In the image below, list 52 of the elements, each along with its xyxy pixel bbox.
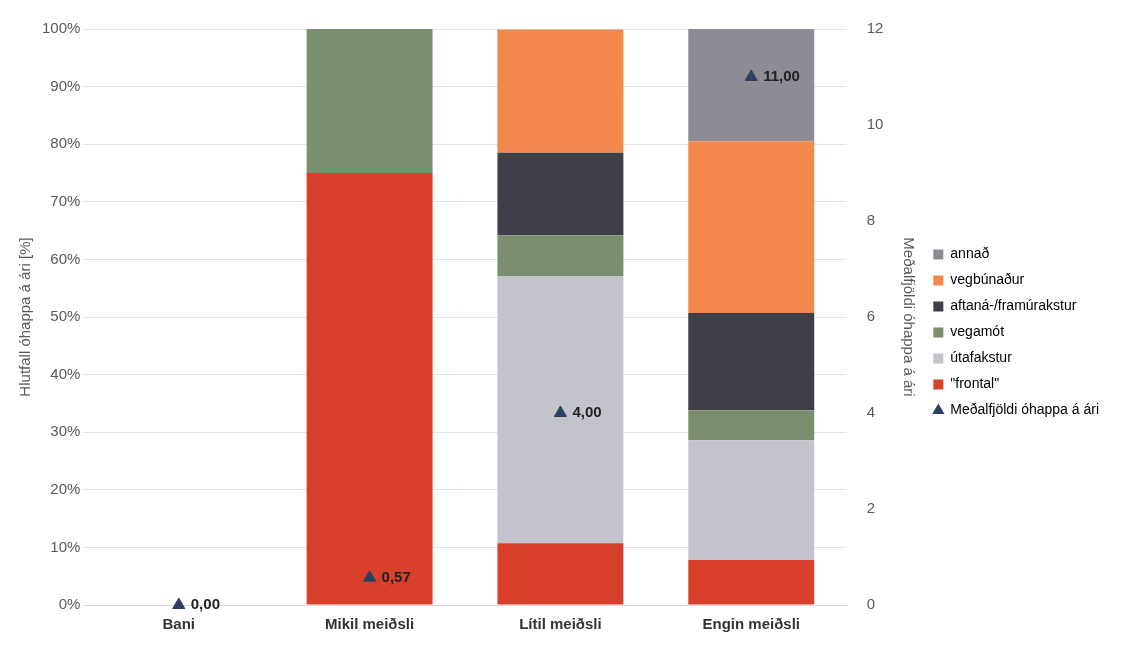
bar [497, 29, 624, 153]
bar [688, 312, 815, 411]
legend-label: aftaná-/framúrakstur [950, 297, 1077, 314]
y-tick-label: 20% [50, 479, 81, 497]
x-tick-label: Lítil meiðsli [519, 615, 602, 633]
bar [306, 29, 433, 173]
legend-label: útafakstur [950, 349, 1013, 366]
y-tick-label: 60% [50, 249, 81, 267]
y-axis-title: Hlutfall óhappa á ári [%] [16, 237, 34, 397]
legend-label: vegamót [950, 323, 1005, 340]
point [744, 69, 758, 81]
bar [306, 173, 433, 605]
y-tick-label: 100% [41, 19, 81, 37]
bar [497, 543, 624, 605]
y2-tick-label: 6 [866, 307, 875, 325]
y-tick-label: 40% [50, 364, 81, 382]
y2-tick-label: 2 [866, 499, 875, 517]
y-tick-label: 0% [58, 595, 81, 613]
legend-label: vegbúnaður [950, 271, 1025, 288]
y-tick-label: 10% [50, 537, 81, 555]
point [172, 597, 186, 609]
y2-tick-label: 10 [866, 115, 884, 133]
point [363, 570, 377, 582]
legend-label: Meðalfjöldi óhappa á ári [950, 401, 1099, 418]
bar [497, 235, 624, 277]
bar [688, 141, 815, 313]
data-label: 11,00 [763, 67, 800, 85]
data-label: 0,00 [190, 595, 220, 613]
y2-tick-label: 12 [866, 19, 884, 37]
data-label: 4,00 [572, 403, 602, 421]
x-tick-label: Engin meiðsli [702, 615, 800, 633]
y-tick-label: 30% [50, 422, 81, 440]
x-tick-label: Mikil meiðsli [324, 615, 415, 633]
y2-tick-label: 0 [866, 595, 875, 613]
bar [497, 152, 624, 236]
y2-axis-title: Meðalfjöldi óhappa á ári [901, 237, 919, 397]
bar [497, 276, 624, 544]
bar [688, 440, 815, 561]
y-tick-label: 90% [50, 76, 81, 94]
bar [688, 29, 815, 142]
data-label: 0,57 [381, 567, 411, 585]
bar [688, 560, 815, 605]
bar [688, 410, 815, 441]
legend-label: "frontal" [950, 375, 1000, 392]
y-tick-label: 80% [50, 134, 81, 152]
y-tick-label: 70% [50, 191, 81, 209]
y2-tick-label: 8 [866, 211, 875, 229]
point [553, 405, 567, 417]
x-tick-label: Bani [162, 615, 196, 633]
y2-tick-label: 4 [866, 403, 875, 421]
y-tick-label: 50% [50, 307, 81, 325]
legend-label: annað [950, 245, 990, 262]
